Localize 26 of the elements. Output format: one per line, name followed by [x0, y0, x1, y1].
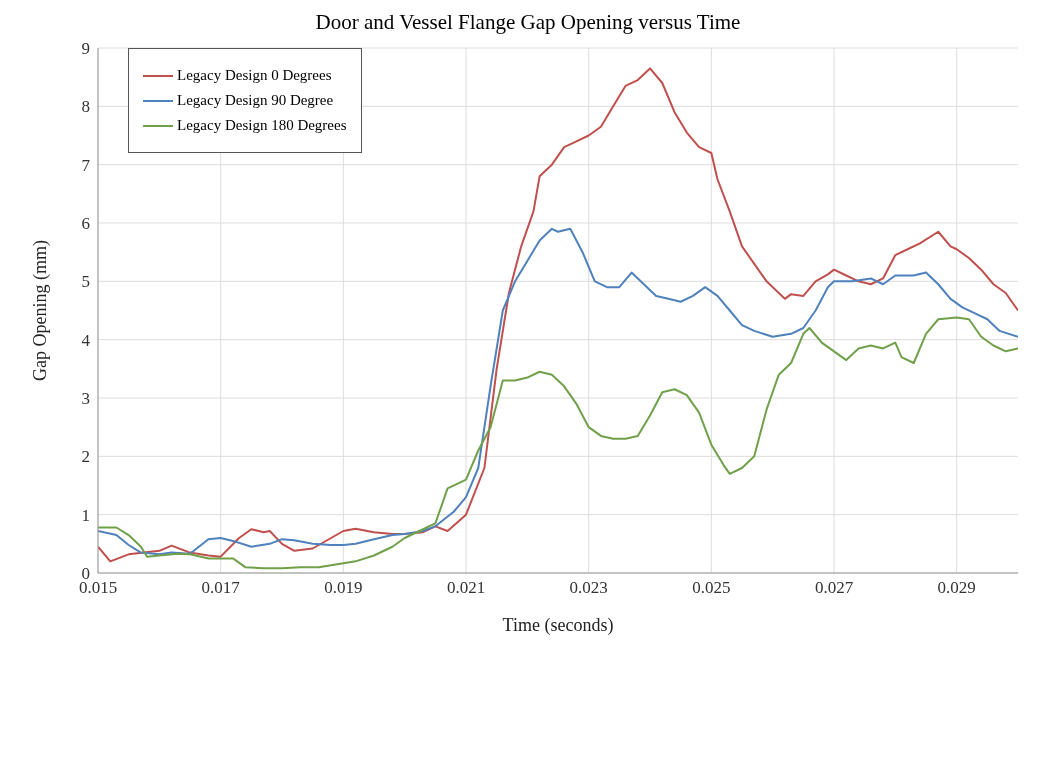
x-tick-label: 0.015	[78, 578, 118, 598]
legend-label: Legacy Design 0 Degrees	[177, 67, 332, 84]
x-axis-title: Time (seconds)	[502, 615, 614, 636]
y-tick-label: 4	[81, 330, 91, 350]
y-tick-label: 3	[81, 389, 90, 409]
y-tick-label: 9	[81, 39, 90, 59]
x-tick-label: 0.019	[324, 578, 363, 598]
x-tick-label: 0.023	[569, 578, 608, 598]
y-tick-label: 5	[81, 272, 90, 292]
line-series	[98, 316, 1018, 570]
legend-label: Legacy Design 90 Degree	[177, 92, 334, 109]
chart-title: Door and Vessel Flange Gap Opening versus Time	[314, 10, 742, 35]
line-series	[98, 227, 1018, 556]
line-series	[98, 67, 1018, 563]
legend-label: Legacy Design 180 Degrees	[177, 117, 347, 134]
x-tick-label: 0.021	[446, 578, 486, 598]
y-axis-title: Gap Opening (mm)	[30, 240, 52, 381]
y-tick-label: 7	[81, 155, 91, 175]
x-tick-label: 0.025	[692, 578, 731, 598]
y-tick-label: 6	[81, 214, 90, 234]
y-tick-label: 1	[81, 505, 90, 525]
y-tick-label: 2	[81, 447, 90, 467]
y-tick-label: 8	[81, 97, 90, 117]
x-tick-label: 0.017	[201, 578, 241, 598]
x-tick-label: 0.029	[937, 578, 976, 598]
x-tick-label: 0.027	[814, 578, 854, 598]
